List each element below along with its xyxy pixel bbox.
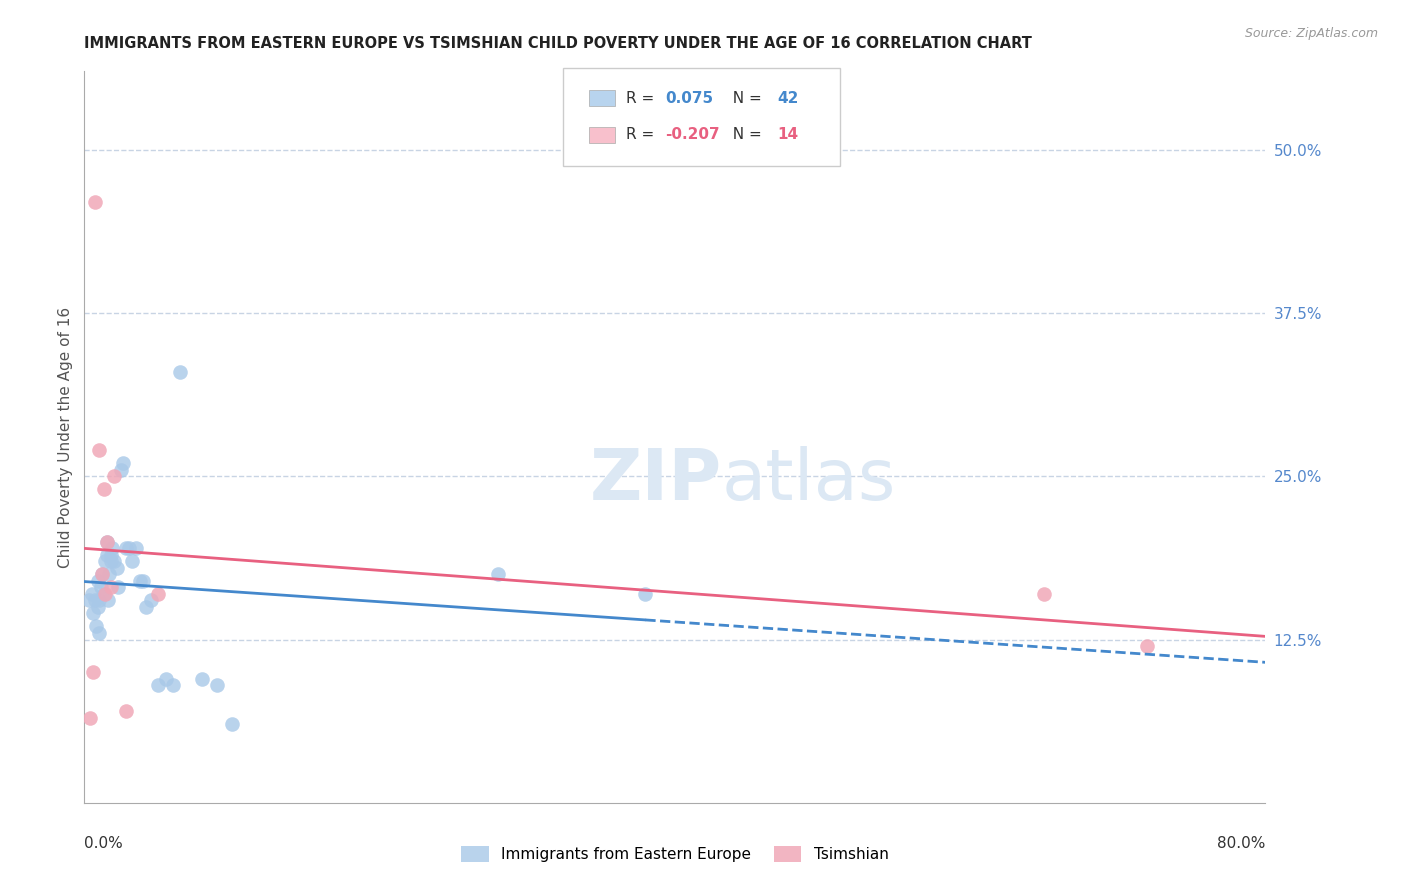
Point: [132, 574, 155, 588]
Point: [1136, 639, 1159, 653]
Point: [191, 672, 214, 686]
Point: [103, 469, 125, 483]
Text: R =: R =: [627, 91, 659, 106]
Point: [139, 593, 162, 607]
Point: [93, 587, 115, 601]
Point: [91, 567, 114, 582]
Point: [121, 554, 143, 568]
Point: [205, 678, 228, 692]
Text: N =: N =: [723, 91, 766, 106]
Text: 14: 14: [778, 128, 799, 143]
Point: [86, 574, 108, 588]
Text: 42: 42: [778, 91, 799, 106]
Point: [221, 717, 243, 731]
Point: [634, 587, 657, 601]
Point: [94, 587, 117, 601]
Text: 80.0%: 80.0%: [1218, 836, 1265, 851]
Text: atlas: atlas: [723, 447, 897, 516]
Point: [94, 554, 117, 568]
Point: [93, 483, 115, 497]
Point: [90, 580, 112, 594]
FancyBboxPatch shape: [562, 68, 841, 167]
Point: [100, 580, 122, 594]
Point: [80, 587, 103, 601]
Point: [486, 567, 509, 582]
Point: [83, 194, 105, 209]
Point: [1032, 587, 1054, 601]
Point: [105, 560, 128, 574]
Point: [89, 593, 111, 607]
Point: [100, 554, 122, 568]
Text: N =: N =: [723, 128, 766, 143]
Point: [103, 554, 125, 568]
Point: [125, 541, 148, 555]
Point: [79, 711, 101, 725]
Text: Source: ZipAtlas.com: Source: ZipAtlas.com: [1244, 27, 1378, 40]
Point: [155, 672, 177, 686]
Text: 0.075: 0.075: [665, 91, 714, 106]
Point: [101, 541, 124, 555]
Legend: Immigrants from Eastern Europe, Tsimshian: Immigrants from Eastern Europe, Tsimshia…: [456, 840, 894, 868]
Text: -0.207: -0.207: [665, 128, 720, 143]
Point: [110, 463, 132, 477]
Text: ZIP: ZIP: [591, 447, 723, 516]
Point: [114, 541, 136, 555]
Point: [77, 593, 100, 607]
Point: [96, 534, 118, 549]
Point: [89, 443, 111, 458]
Point: [83, 593, 105, 607]
Point: [107, 580, 129, 594]
FancyBboxPatch shape: [589, 90, 614, 106]
Point: [82, 665, 104, 680]
Point: [118, 541, 141, 555]
Point: [98, 567, 121, 582]
Point: [84, 619, 107, 633]
Point: [114, 705, 136, 719]
Point: [111, 456, 134, 470]
Point: [89, 626, 111, 640]
Text: 0.0%: 0.0%: [84, 836, 124, 851]
Text: R =: R =: [627, 128, 659, 143]
Point: [86, 599, 108, 614]
Point: [135, 599, 157, 614]
Y-axis label: Child Poverty Under the Age of 16: Child Poverty Under the Age of 16: [58, 307, 73, 567]
Point: [148, 587, 170, 601]
Point: [129, 574, 152, 588]
Point: [169, 365, 191, 379]
FancyBboxPatch shape: [589, 127, 614, 143]
Point: [97, 593, 120, 607]
Point: [82, 607, 104, 621]
Point: [96, 548, 118, 562]
Point: [162, 678, 184, 692]
Point: [100, 548, 122, 562]
Point: [148, 678, 170, 692]
Point: [96, 534, 118, 549]
Point: [91, 567, 114, 582]
Text: IMMIGRANTS FROM EASTERN EUROPE VS TSIMSHIAN CHILD POVERTY UNDER THE AGE OF 16 CO: IMMIGRANTS FROM EASTERN EUROPE VS TSIMSH…: [84, 36, 1032, 51]
